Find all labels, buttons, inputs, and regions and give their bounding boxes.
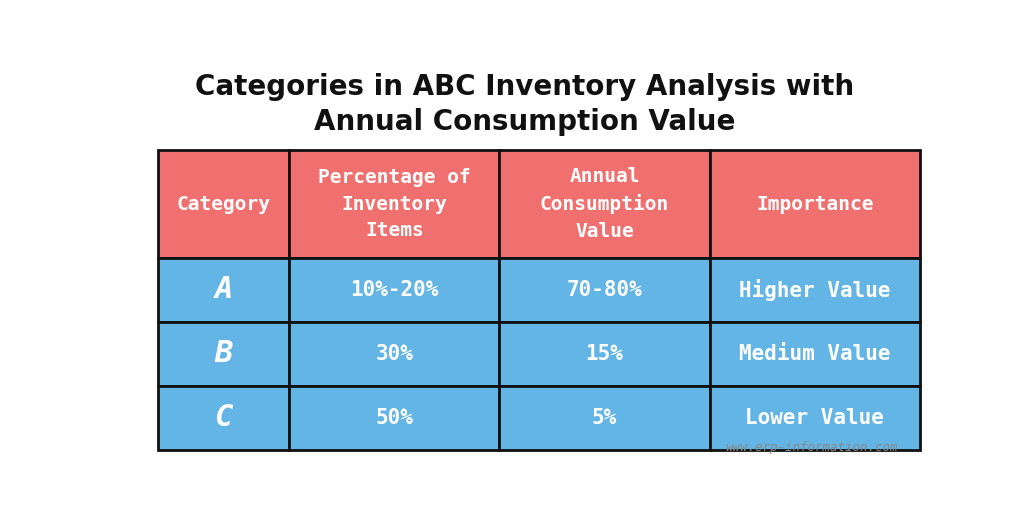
Bar	[500, 258, 710, 322]
Bar	[500, 386, 710, 450]
Bar	[158, 150, 289, 258]
Bar	[710, 322, 920, 386]
Text: C: C	[214, 403, 232, 432]
Text: B: B	[214, 339, 232, 369]
Text: 50%: 50%	[376, 408, 414, 428]
Text: Annual
Consumption
Value: Annual Consumption Value	[540, 167, 669, 241]
Bar	[710, 386, 920, 450]
Bar	[500, 322, 710, 386]
Text: 5%: 5%	[592, 408, 617, 428]
Text: Importance: Importance	[756, 195, 873, 214]
Bar	[289, 258, 500, 322]
Bar	[710, 258, 920, 322]
Text: Categories in ABC Inventory Analysis with
Annual Consumption Value: Categories in ABC Inventory Analysis wit…	[196, 73, 854, 136]
Text: www.erp-information.com: www.erp-information.com	[725, 441, 898, 454]
Bar	[289, 386, 500, 450]
Text: 10%-20%: 10%-20%	[350, 280, 438, 300]
Text: A: A	[214, 275, 232, 305]
Bar	[158, 322, 289, 386]
Bar	[289, 150, 500, 258]
Bar	[158, 258, 289, 322]
Text: Higher Value: Higher Value	[739, 279, 891, 301]
Text: 30%: 30%	[376, 344, 414, 364]
Text: 70-80%: 70-80%	[566, 280, 642, 300]
Text: Percentage of
Inventory
Items: Percentage of Inventory Items	[317, 168, 471, 240]
Text: 15%: 15%	[586, 344, 624, 364]
Text: Category: Category	[176, 195, 270, 214]
Text: Medium Value: Medium Value	[739, 344, 891, 364]
Bar	[710, 150, 920, 258]
Text: Lower Value: Lower Value	[745, 408, 885, 428]
Bar	[289, 322, 500, 386]
Bar	[500, 150, 710, 258]
Bar	[158, 386, 289, 450]
